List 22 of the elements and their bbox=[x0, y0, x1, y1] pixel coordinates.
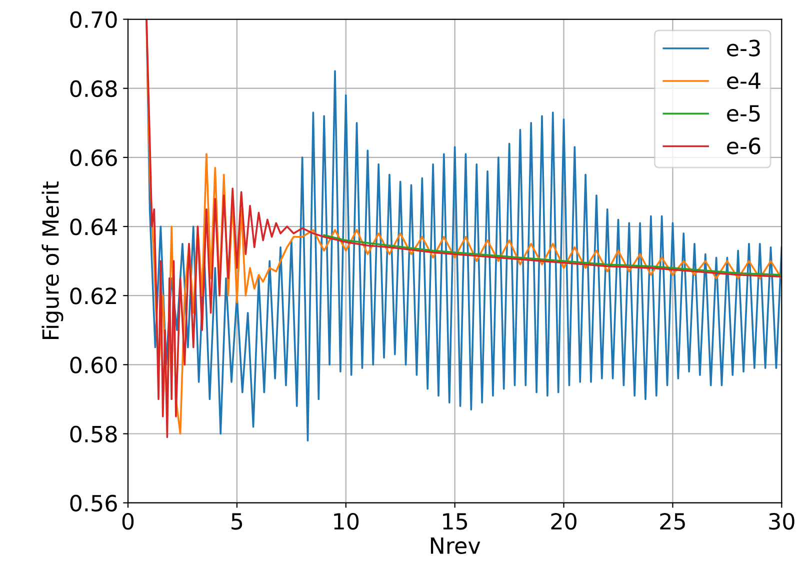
y-tick-label: 0.58 bbox=[70, 426, 117, 443]
x-tick-label: 0 bbox=[122, 512, 134, 530]
y-axis-title: Figure of Merit bbox=[42, 181, 64, 339]
y-tick-label: 0.60 bbox=[70, 356, 117, 374]
y-tick-label: 0.56 bbox=[70, 494, 117, 512]
x-tick-label: 20 bbox=[551, 512, 576, 530]
y-tick-label: 0.62 bbox=[70, 288, 116, 304]
x-axis-title: Nrev bbox=[430, 538, 480, 554]
x-tick-label: 30 bbox=[769, 512, 794, 530]
y-tick-label: 0.64 bbox=[70, 218, 118, 236]
x-tick-label: 25 bbox=[660, 512, 685, 530]
y-tick-label: 0.70 bbox=[70, 11, 117, 28]
x-tick-label: 10 bbox=[334, 512, 359, 530]
legend-label: e-3 bbox=[727, 40, 760, 56]
line-series bbox=[323, 234, 782, 276]
legend-label: e-4 bbox=[727, 72, 760, 90]
legend-label: e-6 bbox=[727, 138, 760, 154]
y-tick-label: 0.68 bbox=[70, 80, 117, 98]
x-tick-label: 5 bbox=[232, 513, 242, 530]
legend-label: e-5 bbox=[727, 105, 760, 122]
x-tick-label: 15 bbox=[443, 513, 468, 530]
y-tick-label: 0.66 bbox=[70, 149, 117, 166]
